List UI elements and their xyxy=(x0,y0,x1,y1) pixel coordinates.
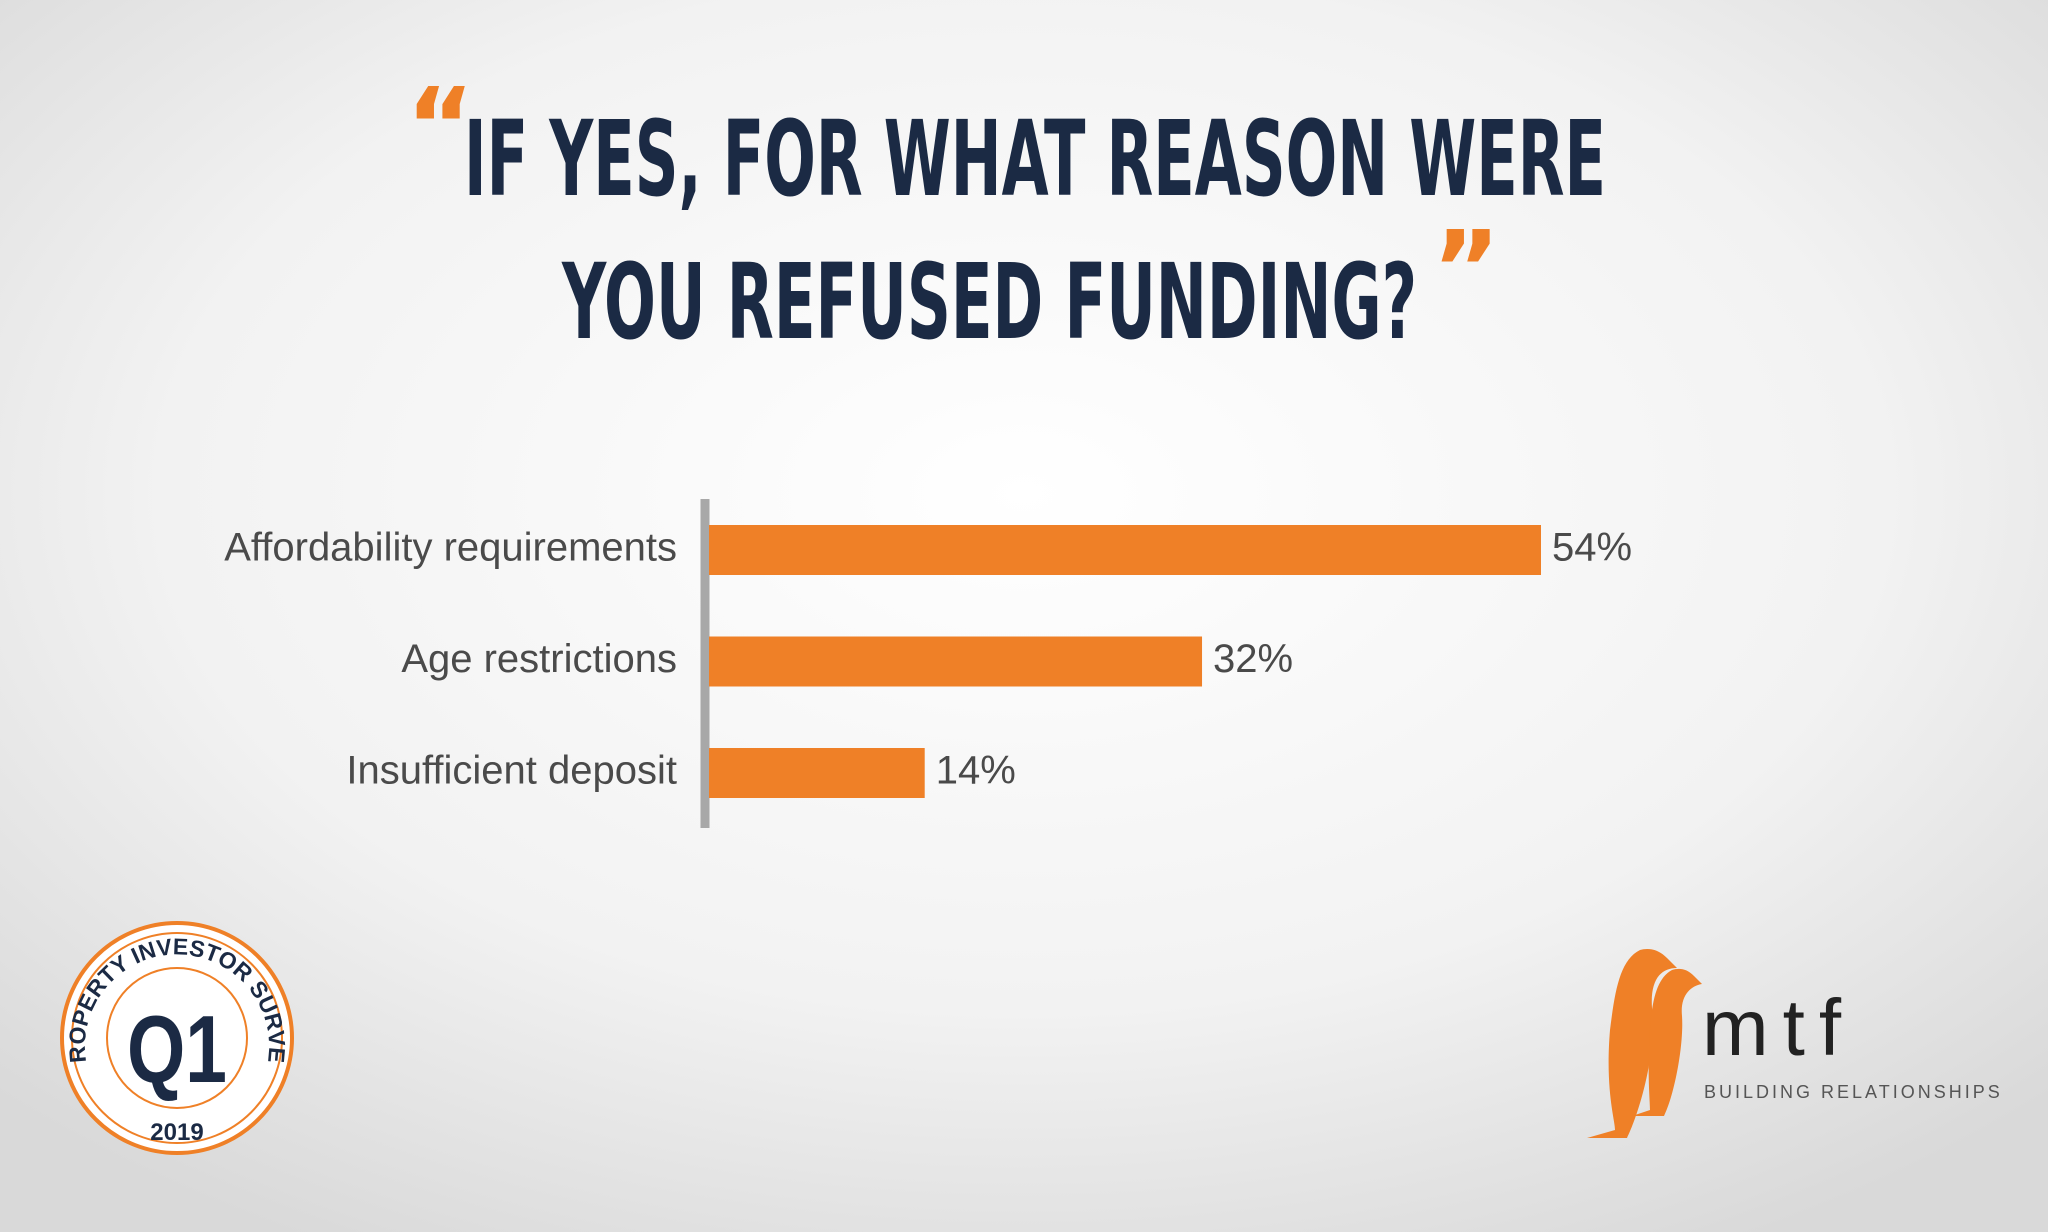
value-label: 32% xyxy=(1213,637,1293,681)
badge-ring xyxy=(71,932,283,1144)
close-quote: ” xyxy=(1432,208,1500,330)
badge-ring xyxy=(106,967,248,1109)
badge-ring xyxy=(60,921,294,1155)
badge-year: 2019 xyxy=(150,1119,203,1146)
logo-tagline: BUILDING RELATIONSHIPS xyxy=(1704,1082,2003,1102)
logo-penguin xyxy=(1587,948,1677,1138)
bar xyxy=(709,748,925,798)
category-label: Affordability requirements xyxy=(224,526,677,570)
bar xyxy=(709,525,1541,575)
badge-label: Q1 xyxy=(127,996,227,1103)
chart-title: IF YES, FOR WHAT REASON WERE xyxy=(464,98,1606,220)
bar xyxy=(709,636,1203,687)
logo-name: mtf xyxy=(1702,983,1855,1072)
chart-title: YOU REFUSED FUNDING? xyxy=(561,241,1417,363)
category-label: Age restrictions xyxy=(401,637,677,681)
logo-penguin xyxy=(1632,968,1702,1116)
logo: mtf BUILDING RELATIONSHIPS xyxy=(1587,948,2003,1138)
open-quote: “ xyxy=(406,65,474,187)
value-label: 14% xyxy=(936,749,1016,793)
value-label: 54% xyxy=(1552,526,1632,570)
category-label: Insufficient deposit xyxy=(346,749,677,793)
